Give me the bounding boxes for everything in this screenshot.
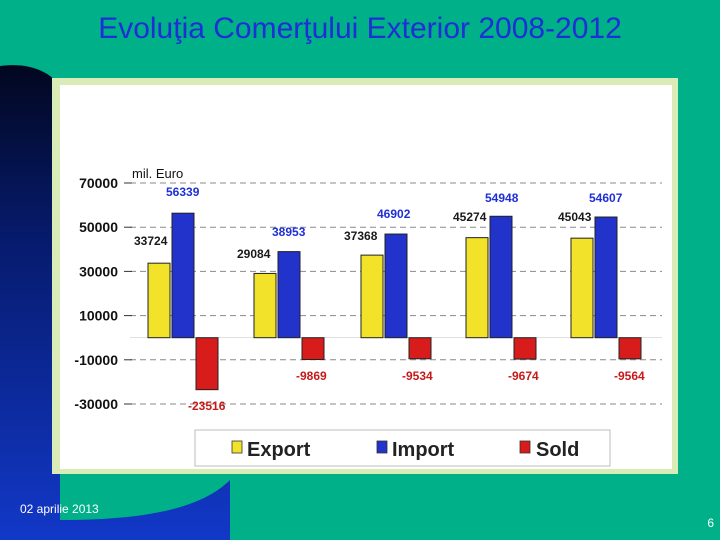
bar-import-2012 — [594, 216, 618, 339]
bar-import-2008 — [171, 212, 195, 339]
bar-sold-2012 — [618, 337, 642, 360]
legend-label-sold: Sold — [536, 439, 579, 461]
data-label-sold-2008: -23516 — [188, 399, 226, 413]
bar-import-2009 — [277, 251, 301, 339]
data-label-import-2010: 46902 — [377, 207, 411, 221]
bar-export-2010 — [360, 254, 384, 339]
legend-swatch-import — [376, 440, 388, 454]
y-tick-label: 10000 — [79, 308, 118, 324]
y-tick-label: -10000 — [74, 352, 118, 368]
y-tick-label: 30000 — [79, 263, 118, 279]
y-axis-ticks: 70000 50000 30000 10000 -10000 -30000 — [74, 175, 132, 412]
data-label-import-2012: 54607 — [589, 191, 623, 205]
y-tick-label: 50000 — [79, 219, 118, 235]
data-label-sold-2010: -9534 — [402, 369, 433, 383]
bar-import-2011 — [489, 215, 513, 339]
data-label-export-2010: 37368 — [344, 229, 378, 243]
data-label-import-2009: 38953 — [272, 225, 306, 239]
data-label-sold-2009: -9869 — [296, 369, 327, 383]
data-label-sold-2012: -9564 — [614, 369, 645, 383]
bar-sold-2010 — [408, 337, 432, 360]
y-tick-label: -30000 — [74, 396, 118, 412]
legend-label-import: Import — [392, 439, 455, 461]
unit-label: mil. Euro — [132, 166, 183, 181]
legend-swatch-export — [231, 440, 243, 454]
bar-export-2008 — [147, 262, 171, 339]
bar-sold-2009 — [301, 337, 325, 361]
legend-box — [194, 429, 611, 467]
data-label-export-2012: 45043 — [558, 210, 592, 224]
data-label-export-2008: 33724 — [134, 234, 168, 248]
bar-export-2012 — [570, 237, 594, 339]
bars — [147, 212, 642, 391]
bar-export-2009 — [253, 272, 277, 339]
slide-title: Evoluţia Comerţului Exterior 2008-2012 — [98, 12, 622, 45]
bar-sold-2011 — [513, 337, 537, 360]
date-footer: 02 aprilie 2013 — [20, 502, 99, 516]
legend-swatch-sold — [519, 440, 531, 454]
data-labels: 33724 29084 37368 45274 45043 56339 38953 46902… — [134, 185, 645, 413]
y-tick-label: 70000 — [79, 175, 118, 191]
data-label-import-2008: 56339 — [166, 185, 200, 199]
legend-label-export: Export — [247, 439, 311, 461]
legend: Export Import Sold — [194, 429, 611, 467]
bar-export-2011 — [465, 237, 489, 339]
data-label-export-2009: 29084 — [237, 247, 271, 261]
data-label-sold-2011: -9674 — [508, 369, 539, 383]
data-label-import-2011: 54948 — [485, 191, 519, 205]
data-label-export-2011: 45274 — [453, 210, 487, 224]
page-number: 6 — [707, 516, 714, 530]
bar-sold-2008 — [195, 337, 219, 391]
bar-import-2010 — [384, 233, 408, 339]
